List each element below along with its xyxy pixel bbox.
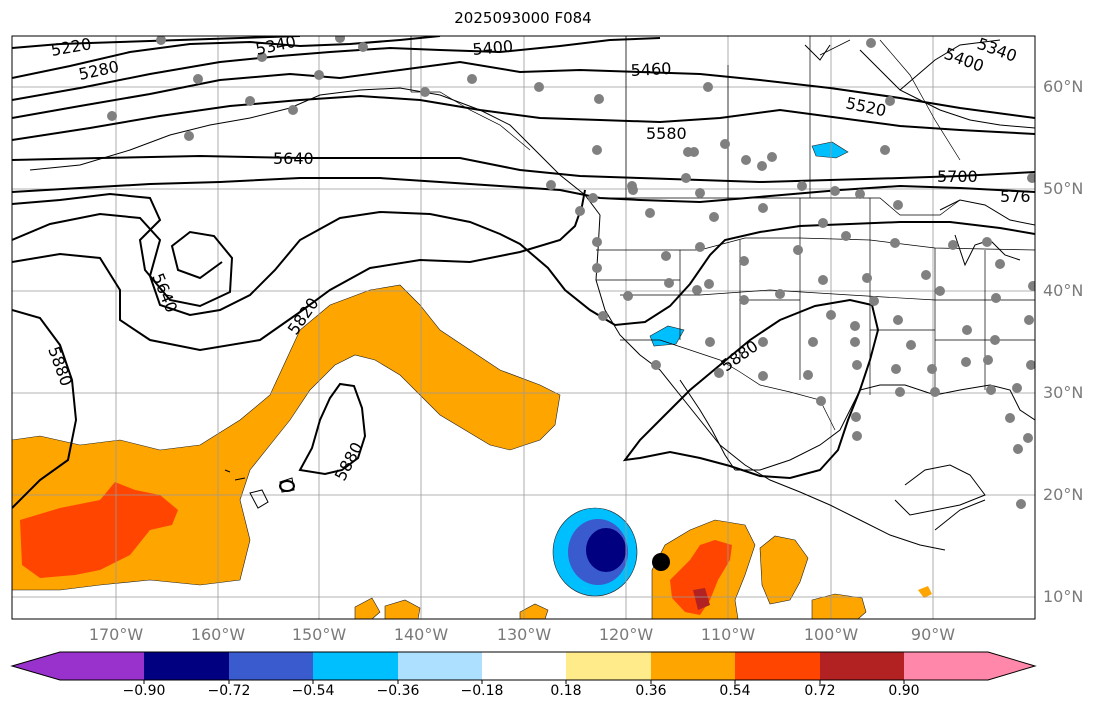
lat-label: 10°N — [1043, 587, 1084, 606]
colorbar-tick-label: −0.36 — [376, 683, 420, 699]
colorbar-bin — [904, 652, 988, 680]
lon-label: 140°W — [393, 625, 449, 644]
lon-label: 150°W — [291, 625, 347, 644]
colorbar-bin — [60, 652, 144, 680]
colorbar — [10, 651, 1037, 684]
lat-label: 30°N — [1043, 383, 1084, 402]
colorbar-tick-label: −0.72 — [207, 683, 251, 699]
lon-label: 170°W — [88, 625, 144, 644]
contour-label: 5280 — [77, 57, 121, 84]
map-title: 2025093000 F084 — [454, 9, 592, 27]
colorbar-high-extension — [988, 652, 1035, 680]
colorbar-tick-label: −0.54 — [291, 683, 335, 699]
lat-label: 20°N — [1043, 485, 1084, 504]
colorbar-tick-label: 0.72 — [804, 683, 836, 699]
lat-label: 40°N — [1043, 281, 1084, 300]
contour-label: 5520 — [844, 93, 888, 120]
contour-label: 5640 — [273, 149, 314, 168]
red-anomaly-regions — [20, 482, 732, 615]
lon-label: 160°W — [190, 625, 246, 644]
lat-lon-grid — [12, 36, 1035, 619]
colorbar-tick-label: 0.18 — [550, 683, 582, 699]
colorbar-tick-label: 0.54 — [719, 683, 751, 699]
contour-label: 5880 — [44, 344, 76, 389]
lat-label: 50°N — [1043, 179, 1084, 198]
orange-anomaly-band — [12, 284, 932, 619]
lon-label: 120°W — [598, 625, 654, 644]
contour-label: 5220 — [49, 34, 92, 60]
contour-label: 5880 — [717, 336, 761, 375]
colorbar-bin — [566, 652, 651, 680]
colorbar-tick-label: −0.90 — [122, 683, 166, 699]
colorbar-tick-label: 0.36 — [635, 683, 667, 699]
station-markers — [107, 36, 1035, 509]
contour-label: 5640 — [148, 270, 181, 315]
political-borders — [410, 36, 1035, 431]
contour-label: 5880 — [331, 439, 367, 484]
blue-anomaly-center — [552, 141, 849, 597]
map-frame — [11, 35, 1036, 620]
contour-label: 5700 — [937, 167, 978, 186]
colorbar-low-extension — [12, 652, 60, 680]
colorbar-bin — [651, 652, 735, 680]
lon-label: 90°W — [910, 625, 956, 644]
colorbar-bin — [482, 652, 566, 680]
height-contours — [12, 36, 1035, 509]
colorbar-bin — [229, 652, 313, 680]
colorbar-outline — [10, 651, 1037, 681]
contour-label: 5400 — [472, 37, 514, 59]
lon-label: 110°W — [700, 625, 756, 644]
lat-label: 60°N — [1043, 77, 1084, 96]
colorbar-bin — [820, 652, 904, 680]
contour-label: 5460 — [630, 59, 672, 80]
contour-label: 5580 — [646, 124, 687, 143]
colorbar-tick-label: −0.18 — [460, 683, 504, 699]
storm-center-marker — [652, 553, 670, 571]
colorbar-tick-label: 0.90 — [888, 683, 920, 699]
colorbar-bin — [144, 652, 229, 680]
lon-label: 130°W — [496, 625, 552, 644]
lon-label: 100°W — [803, 625, 859, 644]
colorbar-bin — [735, 652, 820, 680]
colorbar-bin — [313, 652, 398, 680]
contour-label: 576 — [1000, 187, 1031, 206]
colorbar-bin — [398, 652, 482, 680]
